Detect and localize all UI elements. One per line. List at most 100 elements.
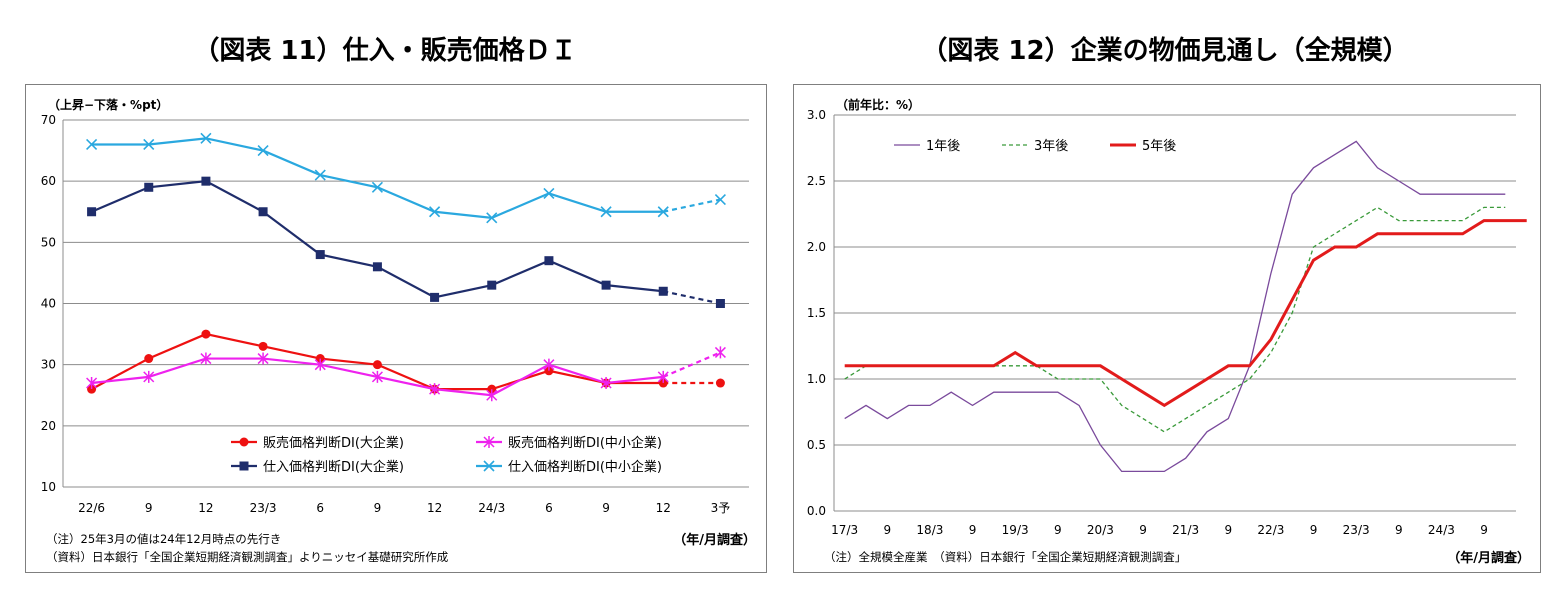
data-point <box>486 212 498 224</box>
data-point <box>715 378 725 388</box>
data-point <box>657 370 669 383</box>
y-axis-unit-label: （上昇−下落・%pt） <box>48 97 168 112</box>
data-point <box>144 182 154 192</box>
inflation-expectations-chart-panel: （前年比：%） 0.0 0.5 1.0 1.5 2.0 2.5 3.0 17/3 9 18/3 9 19… <box>793 84 1541 573</box>
legend-label: 仕入価格判断DI(大企業) <box>263 459 404 475</box>
data-point <box>543 358 555 371</box>
data-point <box>143 138 155 151</box>
chart-title-inflation-expectations: （図表 12）企業の物価見通し（全規模） <box>921 36 1409 66</box>
data-point <box>715 299 725 308</box>
data-point <box>371 370 383 383</box>
y-tick-label: 60 <box>41 174 56 188</box>
x-tick-label: 6 <box>545 501 553 515</box>
legend-marker <box>239 461 249 471</box>
data-point <box>143 370 155 383</box>
legend-label: 仕入価格判断DI(中小企業) <box>508 459 662 475</box>
series-line-solid-thick <box>844 219 1527 408</box>
legend-marker <box>483 436 495 448</box>
x-tick-label: 12 <box>656 501 671 515</box>
y-tick-label: 1.5 <box>807 306 826 320</box>
x-tick-label: 21/3 <box>1172 523 1199 537</box>
data-point <box>544 366 554 376</box>
data-point <box>87 384 97 394</box>
series-x <box>86 132 726 224</box>
data-point <box>600 377 612 390</box>
legend-marker <box>483 460 495 472</box>
data-point <box>658 286 668 296</box>
x-tick-label: 17/3 <box>831 523 858 537</box>
legend-marker <box>239 437 249 447</box>
data-point <box>201 329 211 339</box>
chart-title-price-di: （図表 11）仕入・販売価格ＤＩ <box>193 36 577 66</box>
series-circle <box>87 329 725 394</box>
data-point <box>314 358 326 371</box>
data-point <box>257 352 269 365</box>
data-point <box>257 145 269 157</box>
price-di-chart-panel: （上昇−下落・%pt） 10 20 30 40 50 60 70 22/6 9 12 23/3 6 9 12… <box>25 84 767 573</box>
data-point <box>487 280 497 290</box>
legend: 1年後 3年後 5年後 <box>894 139 1176 154</box>
x-tick-label: 20/3 <box>1087 523 1114 537</box>
legend-label: 1年後 <box>926 139 960 154</box>
data-point <box>258 341 268 351</box>
price-di-chart: （上昇−下落・%pt） 10 20 30 40 50 60 70 22/6 9 12 23/3 6 9 12… <box>41 97 749 515</box>
data-point <box>201 176 211 186</box>
x-tick-label: 9 <box>1395 523 1403 537</box>
series-square <box>87 176 725 308</box>
legend: 販売価格判断DI(大企業) 販売価格判断DI(中小企業) 仕入価格判断DI(大企業)… <box>231 435 662 475</box>
legend-label: 3年後 <box>1034 139 1068 154</box>
y-tick-label: 50 <box>41 235 56 249</box>
inflation-expectations-chart: （前年比：%） 0.0 0.5 1.0 1.5 2.0 2.5 3.0 17/3 9 18/3 9 19… <box>807 97 1527 537</box>
y-tick-label: 70 <box>41 113 56 127</box>
data-point <box>714 346 726 359</box>
chart-source: （資料）日本銀行「全国企業短期経済観測調査」よりニッセイ基礎研究所作成 <box>46 550 449 564</box>
x-tick-label: 9 <box>1224 523 1232 537</box>
x-tick-label: 22/6 <box>78 501 105 515</box>
x-tick-label: 9 <box>969 523 977 537</box>
legend-label: 販売価格判断DI(大企業) <box>263 435 404 451</box>
data-point <box>714 193 726 206</box>
x-tick-label: 18/3 <box>916 523 943 537</box>
data-point <box>600 206 612 218</box>
data-point <box>372 360 382 370</box>
data-point <box>86 377 98 390</box>
x-tick-label: 9 <box>883 523 891 537</box>
x-tick-label: 19/3 <box>1002 523 1029 537</box>
x-tick-label: 12 <box>427 501 442 515</box>
data-point <box>658 378 668 388</box>
data-point <box>544 256 554 266</box>
y-tick-label: 0.5 <box>807 438 826 452</box>
data-point <box>144 354 154 364</box>
x-tick-label: 12 <box>198 501 213 515</box>
y-tick-label: 10 <box>41 480 56 494</box>
data-point <box>200 352 212 365</box>
y-tick-label: 0.0 <box>807 504 826 518</box>
y-tick-label: 1.0 <box>807 372 826 386</box>
series-line-solid-thin <box>844 140 1506 473</box>
data-point <box>429 383 441 396</box>
data-point <box>429 206 441 218</box>
data-point <box>258 207 268 217</box>
forecast-line <box>663 290 721 305</box>
x-tick-label: 9 <box>145 501 153 515</box>
y-tick-label: 2.0 <box>807 240 826 254</box>
y-tick-label: 2.5 <box>807 174 826 188</box>
data-point <box>601 280 611 290</box>
x-tick-label: 9 <box>1480 523 1488 537</box>
forecast-line <box>663 198 721 213</box>
x-tick-label: 9 <box>602 501 610 515</box>
data-point <box>486 389 498 402</box>
data-point <box>315 250 325 260</box>
x-tick-label: 9 <box>374 501 382 515</box>
data-point <box>315 354 325 364</box>
x-axis-unit-label: （年/月調査） <box>1447 551 1530 566</box>
legend-label: 5年後 <box>1142 139 1176 154</box>
data-point <box>371 181 383 193</box>
x-tick-label: 23/3 <box>250 501 277 515</box>
data-point <box>86 138 98 151</box>
x-tick-label: 24/3 <box>478 501 505 515</box>
x-axis-unit-label: （年/月調査） <box>673 533 756 548</box>
x-tick-label: 6 <box>316 501 324 515</box>
data-point <box>314 169 326 181</box>
x-tick-label: 3予 <box>711 501 731 515</box>
